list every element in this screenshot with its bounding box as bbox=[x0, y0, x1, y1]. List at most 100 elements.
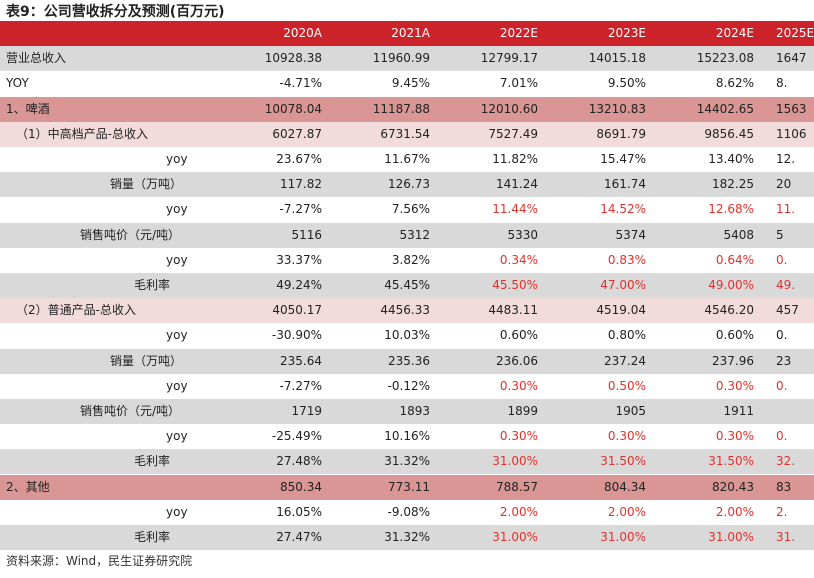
row-label: （2）普通产品-总收入 bbox=[16, 303, 136, 318]
value-cell: 5408 bbox=[723, 227, 754, 242]
value-cell: 0. bbox=[776, 429, 788, 444]
row-label: 毛利率 bbox=[134, 530, 171, 544]
value-cell: 11.82% bbox=[492, 152, 538, 166]
value-cell: 49.00% bbox=[708, 278, 754, 292]
table-row: yoy -30.90% 10.03% 0.60% 0.80% 0.60% 0. bbox=[0, 323, 814, 349]
table-row: yoy -7.27% 7.56% 11.44% 14.52% 12.68% 11. bbox=[0, 197, 814, 223]
table-row: 销售吨价（元/吨） 5116 5312 5330 5374 5408 5 bbox=[0, 222, 814, 248]
row-label: （1）中高档产品-总收入 bbox=[16, 126, 148, 141]
value-cell: 5330 bbox=[507, 227, 538, 242]
value-cell: -7.27% bbox=[279, 202, 322, 217]
value-cell: 9.45% bbox=[391, 76, 430, 91]
header-cell: 2024E bbox=[715, 26, 754, 40]
row-label: yoy bbox=[166, 252, 188, 267]
value-cell: 0.64% bbox=[715, 252, 754, 267]
value-cell: 47.00% bbox=[600, 278, 646, 292]
table-row: 毛利率 27.47% 31.32% 31.00% 31.00% 31.00% 31. bbox=[0, 525, 814, 550]
value-cell: 11960.99 bbox=[372, 51, 430, 66]
value-cell: 773.11 bbox=[388, 479, 430, 494]
value-cell: -7.27% bbox=[279, 378, 322, 393]
value-cell: 32. bbox=[776, 454, 796, 469]
value-cell: 7.01% bbox=[499, 76, 538, 91]
value-cell: 49.24% bbox=[276, 278, 322, 292]
value-cell: 126.73 bbox=[388, 177, 430, 192]
value-cell: 235.36 bbox=[388, 353, 430, 368]
row-label: yoy bbox=[166, 429, 188, 444]
value-cell: 4050.17 bbox=[272, 303, 322, 318]
table-row: 2、其他 850.34 773.11 788.57 804.34 820.43 83 bbox=[0, 474, 814, 500]
value-cell: 4546.20 bbox=[704, 303, 754, 318]
value-cell: 10078.04 bbox=[264, 101, 322, 116]
table-row: yoy 23.67% 11.67% 11.82% 15.47% 13.40% 12. bbox=[0, 147, 814, 172]
value-cell: 0. bbox=[776, 328, 788, 343]
value-cell: 237.96 bbox=[712, 353, 754, 368]
value-cell: 0.60% bbox=[499, 328, 538, 343]
value-cell: 0.30% bbox=[715, 378, 754, 393]
value-cell: 11.67% bbox=[384, 152, 430, 166]
header-cell: 2022E bbox=[499, 26, 538, 40]
table-row: 1、啤酒 10078.04 11187.88 12010.60 13210.83 1440… bbox=[0, 96, 814, 122]
row-label: 销售吨价（元/吨） bbox=[80, 404, 181, 418]
value-cell: 45.45% bbox=[384, 278, 430, 292]
header-cell: 2023E bbox=[607, 26, 646, 40]
value-cell: -25.49% bbox=[271, 429, 322, 444]
header-row: 2020A 2021A 2022E 2023E 2024E 2025E bbox=[0, 21, 814, 46]
value-cell: 457 bbox=[776, 303, 799, 318]
value-cell: 5116 bbox=[291, 227, 322, 242]
value-cell: 4483.11 bbox=[488, 303, 538, 318]
value-cell: 0.30% bbox=[715, 429, 754, 444]
value-cell: 14015.18 bbox=[588, 51, 646, 66]
row-label: yoy bbox=[166, 504, 188, 519]
value-cell: 117.82 bbox=[280, 177, 322, 192]
value-cell: 2. bbox=[776, 504, 788, 519]
header-cell bbox=[0, 21, 222, 46]
value-cell: 820.43 bbox=[712, 479, 754, 494]
value-cell: 0.60% bbox=[715, 328, 754, 343]
value-cell: 141.24 bbox=[496, 177, 538, 192]
table-row: 营业总收入 10928.38 11960.99 12799.17 14015.18 152… bbox=[0, 46, 814, 72]
value-cell: 83 bbox=[776, 479, 792, 494]
value-cell: 2.00% bbox=[607, 504, 646, 519]
value-cell: 12.68% bbox=[708, 202, 754, 217]
value-cell: 0.30% bbox=[607, 429, 646, 444]
value-cell: 2.00% bbox=[499, 504, 538, 519]
table-row: 毛利率 49.24% 45.45% 45.50% 47.00% 49.00% 49. bbox=[0, 273, 814, 298]
value-cell: 0.34% bbox=[499, 252, 538, 267]
value-cell: 1563 bbox=[776, 101, 807, 116]
value-cell: 5312 bbox=[399, 227, 430, 242]
value-cell: 11. bbox=[776, 202, 796, 217]
value-cell: 5374 bbox=[615, 227, 646, 242]
value-cell: 14402.65 bbox=[696, 101, 754, 116]
value-cell: 49. bbox=[776, 278, 796, 292]
value-cell: 10.16% bbox=[384, 429, 430, 444]
row-label: yoy bbox=[166, 202, 188, 217]
value-cell: 6027.87 bbox=[272, 126, 322, 141]
value-cell: 8. bbox=[776, 76, 788, 91]
table-row: 毛利率 27.48% 31.32% 31.00% 31.50% 31.50% 32. bbox=[0, 449, 814, 475]
row-label: 毛利率 bbox=[134, 454, 171, 469]
value-cell: -30.90% bbox=[271, 328, 322, 343]
value-cell: 6731.54 bbox=[380, 126, 430, 141]
value-cell: 31.32% bbox=[384, 454, 430, 469]
value-cell: 23.67% bbox=[276, 152, 322, 166]
value-cell: 0.50% bbox=[607, 378, 646, 393]
value-cell: 237.24 bbox=[604, 353, 646, 368]
value-cell: 0. bbox=[776, 252, 788, 267]
value-cell: 31.50% bbox=[708, 454, 754, 469]
table-row: （1）中高档产品-总收入 6027.87 6731.54 7527.49 8691.79… bbox=[0, 121, 814, 147]
value-cell: 20 bbox=[776, 177, 792, 192]
value-cell: 8.62% bbox=[715, 76, 754, 91]
source-note: 资料来源：Wind，民生证券研究院 bbox=[6, 554, 193, 568]
value-cell: 16.05% bbox=[276, 504, 322, 519]
value-cell: 1899 bbox=[507, 404, 538, 418]
row-label: 毛利率 bbox=[134, 278, 171, 292]
table-title: 表9：公司营收拆分及预测(百万元) bbox=[6, 4, 225, 20]
header-cell: 2025E bbox=[776, 26, 814, 40]
value-cell: 12010.60 bbox=[480, 101, 538, 116]
value-cell: 31.00% bbox=[600, 530, 646, 544]
value-cell: 1106 bbox=[776, 126, 807, 141]
table-row: yoy -7.27% -0.12% 0.30% 0.50% 0.30% 0. bbox=[0, 373, 814, 399]
value-cell: 1905 bbox=[615, 404, 646, 418]
value-cell: 12799.17 bbox=[480, 51, 538, 66]
